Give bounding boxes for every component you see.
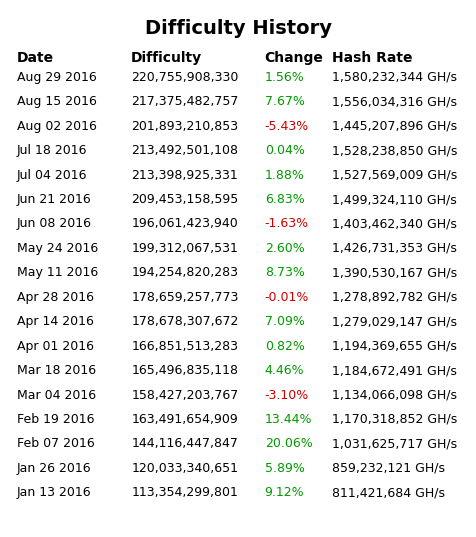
- Text: 1,403,462,340 GH/s: 1,403,462,340 GH/s: [331, 217, 456, 230]
- Text: Apr 28 2016: Apr 28 2016: [17, 291, 93, 304]
- Text: 1,556,034,316 GH/s: 1,556,034,316 GH/s: [331, 96, 456, 108]
- Text: 194,254,820,283: 194,254,820,283: [131, 266, 238, 279]
- Text: 1,527,569,009 GH/s: 1,527,569,009 GH/s: [331, 169, 456, 182]
- Text: 7.09%: 7.09%: [264, 315, 304, 328]
- Text: 1,194,369,655 GH/s: 1,194,369,655 GH/s: [331, 339, 456, 353]
- Text: 8.73%: 8.73%: [264, 266, 304, 279]
- Text: 199,312,067,531: 199,312,067,531: [131, 242, 238, 255]
- Text: 201,893,210,853: 201,893,210,853: [131, 120, 238, 133]
- Text: 1,279,029,147 GH/s: 1,279,029,147 GH/s: [331, 315, 456, 328]
- Text: 2.60%: 2.60%: [264, 242, 304, 255]
- Text: 213,492,501,108: 213,492,501,108: [131, 144, 238, 157]
- Text: 178,659,257,773: 178,659,257,773: [131, 291, 238, 304]
- Text: 217,375,482,757: 217,375,482,757: [131, 96, 238, 108]
- Text: Feb 19 2016: Feb 19 2016: [17, 413, 94, 426]
- Text: 144,116,447,847: 144,116,447,847: [131, 437, 238, 451]
- Text: 1,170,318,852 GH/s: 1,170,318,852 GH/s: [331, 413, 456, 426]
- Text: 120,033,340,651: 120,033,340,651: [131, 462, 238, 475]
- Text: 1,031,625,717 GH/s: 1,031,625,717 GH/s: [331, 437, 456, 451]
- Text: May 24 2016: May 24 2016: [17, 242, 98, 255]
- Text: 1,426,731,353 GH/s: 1,426,731,353 GH/s: [331, 242, 456, 255]
- Text: 1,528,238,850 GH/s: 1,528,238,850 GH/s: [331, 144, 456, 157]
- Text: -1.63%: -1.63%: [264, 217, 308, 230]
- Text: 0.82%: 0.82%: [264, 339, 304, 353]
- Text: 1,278,892,782 GH/s: 1,278,892,782 GH/s: [331, 291, 456, 304]
- Text: Jan 13 2016: Jan 13 2016: [17, 487, 91, 499]
- Text: Mar 04 2016: Mar 04 2016: [17, 389, 96, 402]
- Text: Difficulty: Difficulty: [131, 51, 202, 65]
- Text: Aug 29 2016: Aug 29 2016: [17, 71, 96, 84]
- Text: 213,398,925,331: 213,398,925,331: [131, 169, 238, 182]
- Text: Aug 15 2016: Aug 15 2016: [17, 96, 96, 108]
- Text: Hash Rate: Hash Rate: [331, 51, 411, 65]
- Text: 1.56%: 1.56%: [264, 71, 304, 84]
- Text: 1,184,672,491 GH/s: 1,184,672,491 GH/s: [331, 364, 456, 377]
- Text: Apr 01 2016: Apr 01 2016: [17, 339, 93, 353]
- Text: 165,496,835,118: 165,496,835,118: [131, 364, 238, 377]
- Text: Jun 21 2016: Jun 21 2016: [17, 193, 91, 206]
- Text: 178,678,307,672: 178,678,307,672: [131, 315, 238, 328]
- Text: -0.01%: -0.01%: [264, 291, 308, 304]
- Text: 1,580,232,344 GH/s: 1,580,232,344 GH/s: [331, 71, 456, 84]
- Text: 1,134,066,098 GH/s: 1,134,066,098 GH/s: [331, 389, 456, 402]
- Text: 6.83%: 6.83%: [264, 193, 304, 206]
- Text: Apr 14 2016: Apr 14 2016: [17, 315, 93, 328]
- Text: Mar 18 2016: Mar 18 2016: [17, 364, 96, 377]
- Text: 13.44%: 13.44%: [264, 413, 312, 426]
- Text: 1,499,324,110 GH/s: 1,499,324,110 GH/s: [331, 193, 456, 206]
- Text: 7.67%: 7.67%: [264, 96, 304, 108]
- Text: Jul 18 2016: Jul 18 2016: [17, 144, 87, 157]
- Text: Feb 07 2016: Feb 07 2016: [17, 437, 94, 451]
- Text: 166,851,513,283: 166,851,513,283: [131, 339, 238, 353]
- Text: Difficulty History: Difficulty History: [145, 19, 331, 38]
- Text: 209,453,158,595: 209,453,158,595: [131, 193, 238, 206]
- Text: 163,491,654,909: 163,491,654,909: [131, 413, 238, 426]
- Text: 859,232,121 GH/s: 859,232,121 GH/s: [331, 462, 444, 475]
- Text: 9.12%: 9.12%: [264, 487, 304, 499]
- Text: -3.10%: -3.10%: [264, 389, 308, 402]
- Text: 4.46%: 4.46%: [264, 364, 304, 377]
- Text: 5.89%: 5.89%: [264, 462, 304, 475]
- Text: 220,755,908,330: 220,755,908,330: [131, 71, 238, 84]
- Text: -5.43%: -5.43%: [264, 120, 308, 133]
- Text: Jan 26 2016: Jan 26 2016: [17, 462, 91, 475]
- Text: 1,445,207,896 GH/s: 1,445,207,896 GH/s: [331, 120, 456, 133]
- Text: May 11 2016: May 11 2016: [17, 266, 98, 279]
- Text: 113,354,299,801: 113,354,299,801: [131, 487, 238, 499]
- Text: Change: Change: [264, 51, 323, 65]
- Text: 158,427,203,767: 158,427,203,767: [131, 389, 238, 402]
- Text: Date: Date: [17, 51, 54, 65]
- Text: 196,061,423,940: 196,061,423,940: [131, 217, 238, 230]
- Text: 1,390,530,167 GH/s: 1,390,530,167 GH/s: [331, 266, 456, 279]
- Text: 0.04%: 0.04%: [264, 144, 304, 157]
- Text: Jun 08 2016: Jun 08 2016: [17, 217, 91, 230]
- Text: Aug 02 2016: Aug 02 2016: [17, 120, 96, 133]
- Text: 811,421,684 GH/s: 811,421,684 GH/s: [331, 487, 444, 499]
- Text: 1.88%: 1.88%: [264, 169, 304, 182]
- Text: Jul 04 2016: Jul 04 2016: [17, 169, 87, 182]
- Text: 20.06%: 20.06%: [264, 437, 312, 451]
